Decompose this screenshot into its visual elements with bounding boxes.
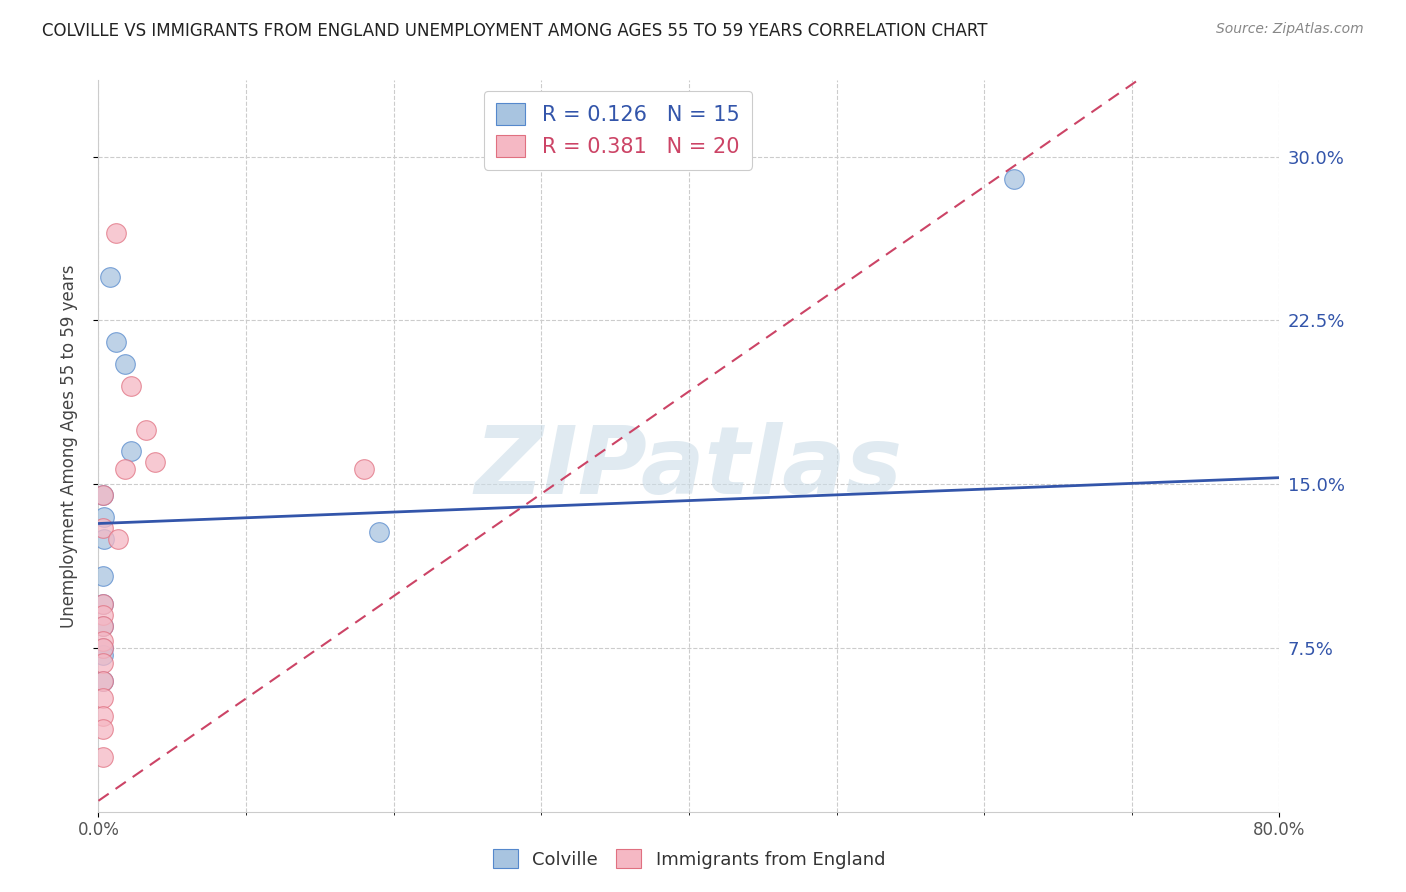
Point (91, 488, 114, 502)
Point (93, 532, 115, 546)
Point (91, 648, 114, 662)
Point (91, 634, 114, 648)
Text: Source: ZipAtlas.com: Source: ZipAtlas.com (1216, 22, 1364, 37)
Point (91, 608, 114, 623)
Point (368, 525, 391, 540)
Point (91, 691, 114, 706)
Point (93, 510, 115, 524)
Point (143, 455, 166, 469)
Point (91, 722, 114, 736)
Point (91, 640, 114, 655)
Point (91, 521, 114, 535)
Point (107, 532, 129, 546)
Point (105, 226, 128, 240)
Y-axis label: Unemployment Among Ages 55 to 59 years: Unemployment Among Ages 55 to 59 years (59, 264, 77, 628)
Point (91, 673, 114, 688)
Point (91, 619, 114, 633)
Point (91, 488, 114, 502)
Point (120, 444, 142, 458)
Point (135, 423, 157, 437)
Text: ZIPatlas: ZIPatlas (475, 422, 903, 514)
Point (98, 269, 121, 284)
Point (114, 357, 136, 371)
Point (91, 619, 114, 633)
Point (114, 462, 136, 476)
Point (91, 569, 114, 583)
Point (91, 708, 114, 723)
Point (91, 640, 114, 655)
Point (91, 597, 114, 611)
Legend: Colville, Immigrants from England: Colville, Immigrants from England (485, 842, 893, 876)
Point (91, 657, 114, 671)
Point (91, 750, 114, 764)
Point (91, 673, 114, 688)
Point (1002, 171, 1025, 186)
Point (105, 335, 128, 350)
Point (353, 462, 375, 476)
Point (120, 379, 142, 393)
Text: COLVILLE VS IMMIGRANTS FROM ENGLAND UNEMPLOYMENT AMONG AGES 55 TO 59 YEARS CORRE: COLVILLE VS IMMIGRANTS FROM ENGLAND UNEM… (42, 22, 987, 40)
Point (91, 597, 114, 611)
